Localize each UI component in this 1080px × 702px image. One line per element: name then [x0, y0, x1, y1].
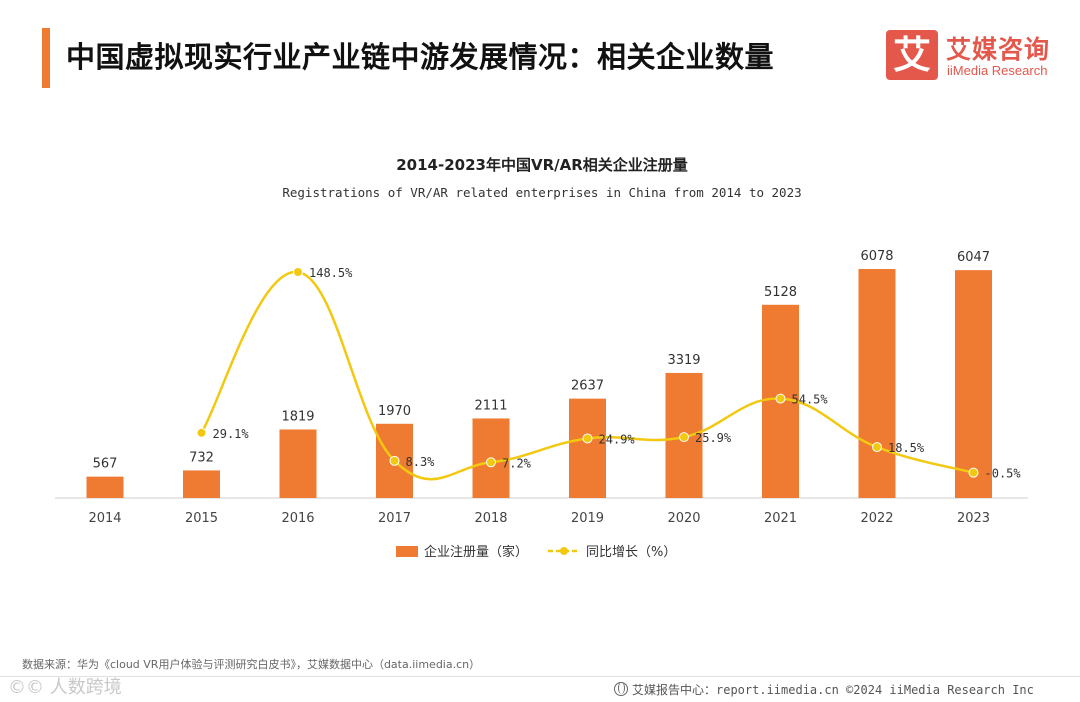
growth-point-2020: [679, 432, 689, 443]
x-tick-label-2019: 2019: [571, 511, 604, 526]
growth-label-2016: 148.5%: [309, 266, 353, 280]
growth-point-2023: [968, 467, 979, 478]
footer-divider: [0, 676, 1080, 677]
growth-point-2017: [389, 455, 400, 466]
bar-value-label-2016: 1819: [281, 409, 314, 424]
legend-line-marker: [560, 547, 568, 555]
bar-2016: [279, 429, 317, 498]
bar-value-label-2023: 6047: [957, 250, 990, 265]
chart-subtitle: Registrations of VR/AR related enterpris…: [282, 185, 801, 200]
x-tick-label-2017: 2017: [378, 511, 411, 526]
bar-2015: [183, 470, 220, 498]
growth-point-2018: [486, 457, 496, 468]
growth-label-2022: 18.5%: [888, 441, 925, 455]
bar-value-label-2021: 5128: [764, 285, 797, 300]
legend-bar-label: 企业注册量（家）: [424, 544, 528, 560]
growth-label-2015: 29.1%: [213, 427, 250, 441]
growth-label-2023: -0.5%: [985, 467, 1022, 481]
x-tick-label-2015: 2015: [185, 511, 218, 526]
growth-point-2021: [775, 393, 786, 404]
bar-value-label-2015: 732: [189, 450, 214, 465]
x-tick-label-2022: 2022: [860, 511, 893, 526]
logo-text-cn: 艾媒咨询: [946, 35, 1051, 64]
brand-logo: 艾 艾媒咨询 iiMedia Research: [886, 30, 1066, 84]
growth-point-2016: [293, 267, 303, 277]
page-title: 中国虚拟现实行业产业链中游发展情况：相关企业数量: [66, 40, 775, 74]
bar-line-chart: 2014-2023年中国VR/AR相关企业注册量 Registrations of…: [55, 156, 1028, 560]
globe-icon: [614, 682, 628, 696]
bar-value-label-2022: 6078: [860, 249, 893, 264]
x-tick-label-2023: 2023: [957, 511, 990, 526]
bar-value-label-2019: 2637: [571, 379, 604, 394]
bar-2022: [858, 269, 896, 498]
legend-line-label: 同比增长（%）: [586, 545, 676, 560]
x-tick-label-2016: 2016: [281, 511, 314, 526]
logo-text-en: iiMedia Research: [947, 63, 1048, 78]
growth-point-2022: [872, 442, 882, 453]
bar-2023: [955, 270, 992, 498]
growth-label-2018: 7.2%: [502, 456, 532, 470]
growth-label-2019: 24.9%: [599, 432, 636, 446]
watermark: ©© 人数跨境: [8, 677, 122, 698]
bar-2019: [569, 398, 606, 498]
chart-title: 2014-2023年中国VR/AR相关企业注册量: [396, 156, 688, 174]
growth-point-2015: [196, 427, 207, 438]
bar-value-label-2014: 567: [93, 457, 118, 472]
bar-value-label-2017: 1970: [378, 404, 411, 419]
bar-2014: [86, 476, 124, 498]
x-tick-label-2020: 2020: [667, 511, 700, 526]
x-tick-label-2018: 2018: [474, 511, 507, 526]
logo-mark: 艾: [886, 30, 938, 80]
growth-label-2020: 25.9%: [695, 431, 732, 445]
title-accent-bar: [42, 28, 50, 88]
data-source-note: 数据来源：华为《cloud VR用户体验与评测研究白皮书》，艾媒数据中心（dat…: [22, 658, 481, 671]
x-tick-label-2014: 2014: [88, 511, 121, 526]
footer-report-info: 艾媒报告中心：report.iimedia.cn ©2024 iiMedia R…: [614, 681, 1034, 698]
growth-label-2017: 8.3%: [406, 455, 436, 469]
bar-value-label-2020: 3319: [667, 353, 700, 368]
x-tick-label-2021: 2021: [764, 511, 797, 526]
bar-value-label-2018: 2111: [474, 398, 507, 413]
legend-bar-swatch: [396, 546, 418, 557]
footer-report-text: 艾媒报告中心：report.iimedia.cn ©2024 iiMedia R…: [632, 683, 1034, 697]
growth-line: [200, 270, 974, 481]
growth-label-2021: 54.5%: [792, 393, 829, 407]
growth-point-2019: [582, 433, 593, 444]
